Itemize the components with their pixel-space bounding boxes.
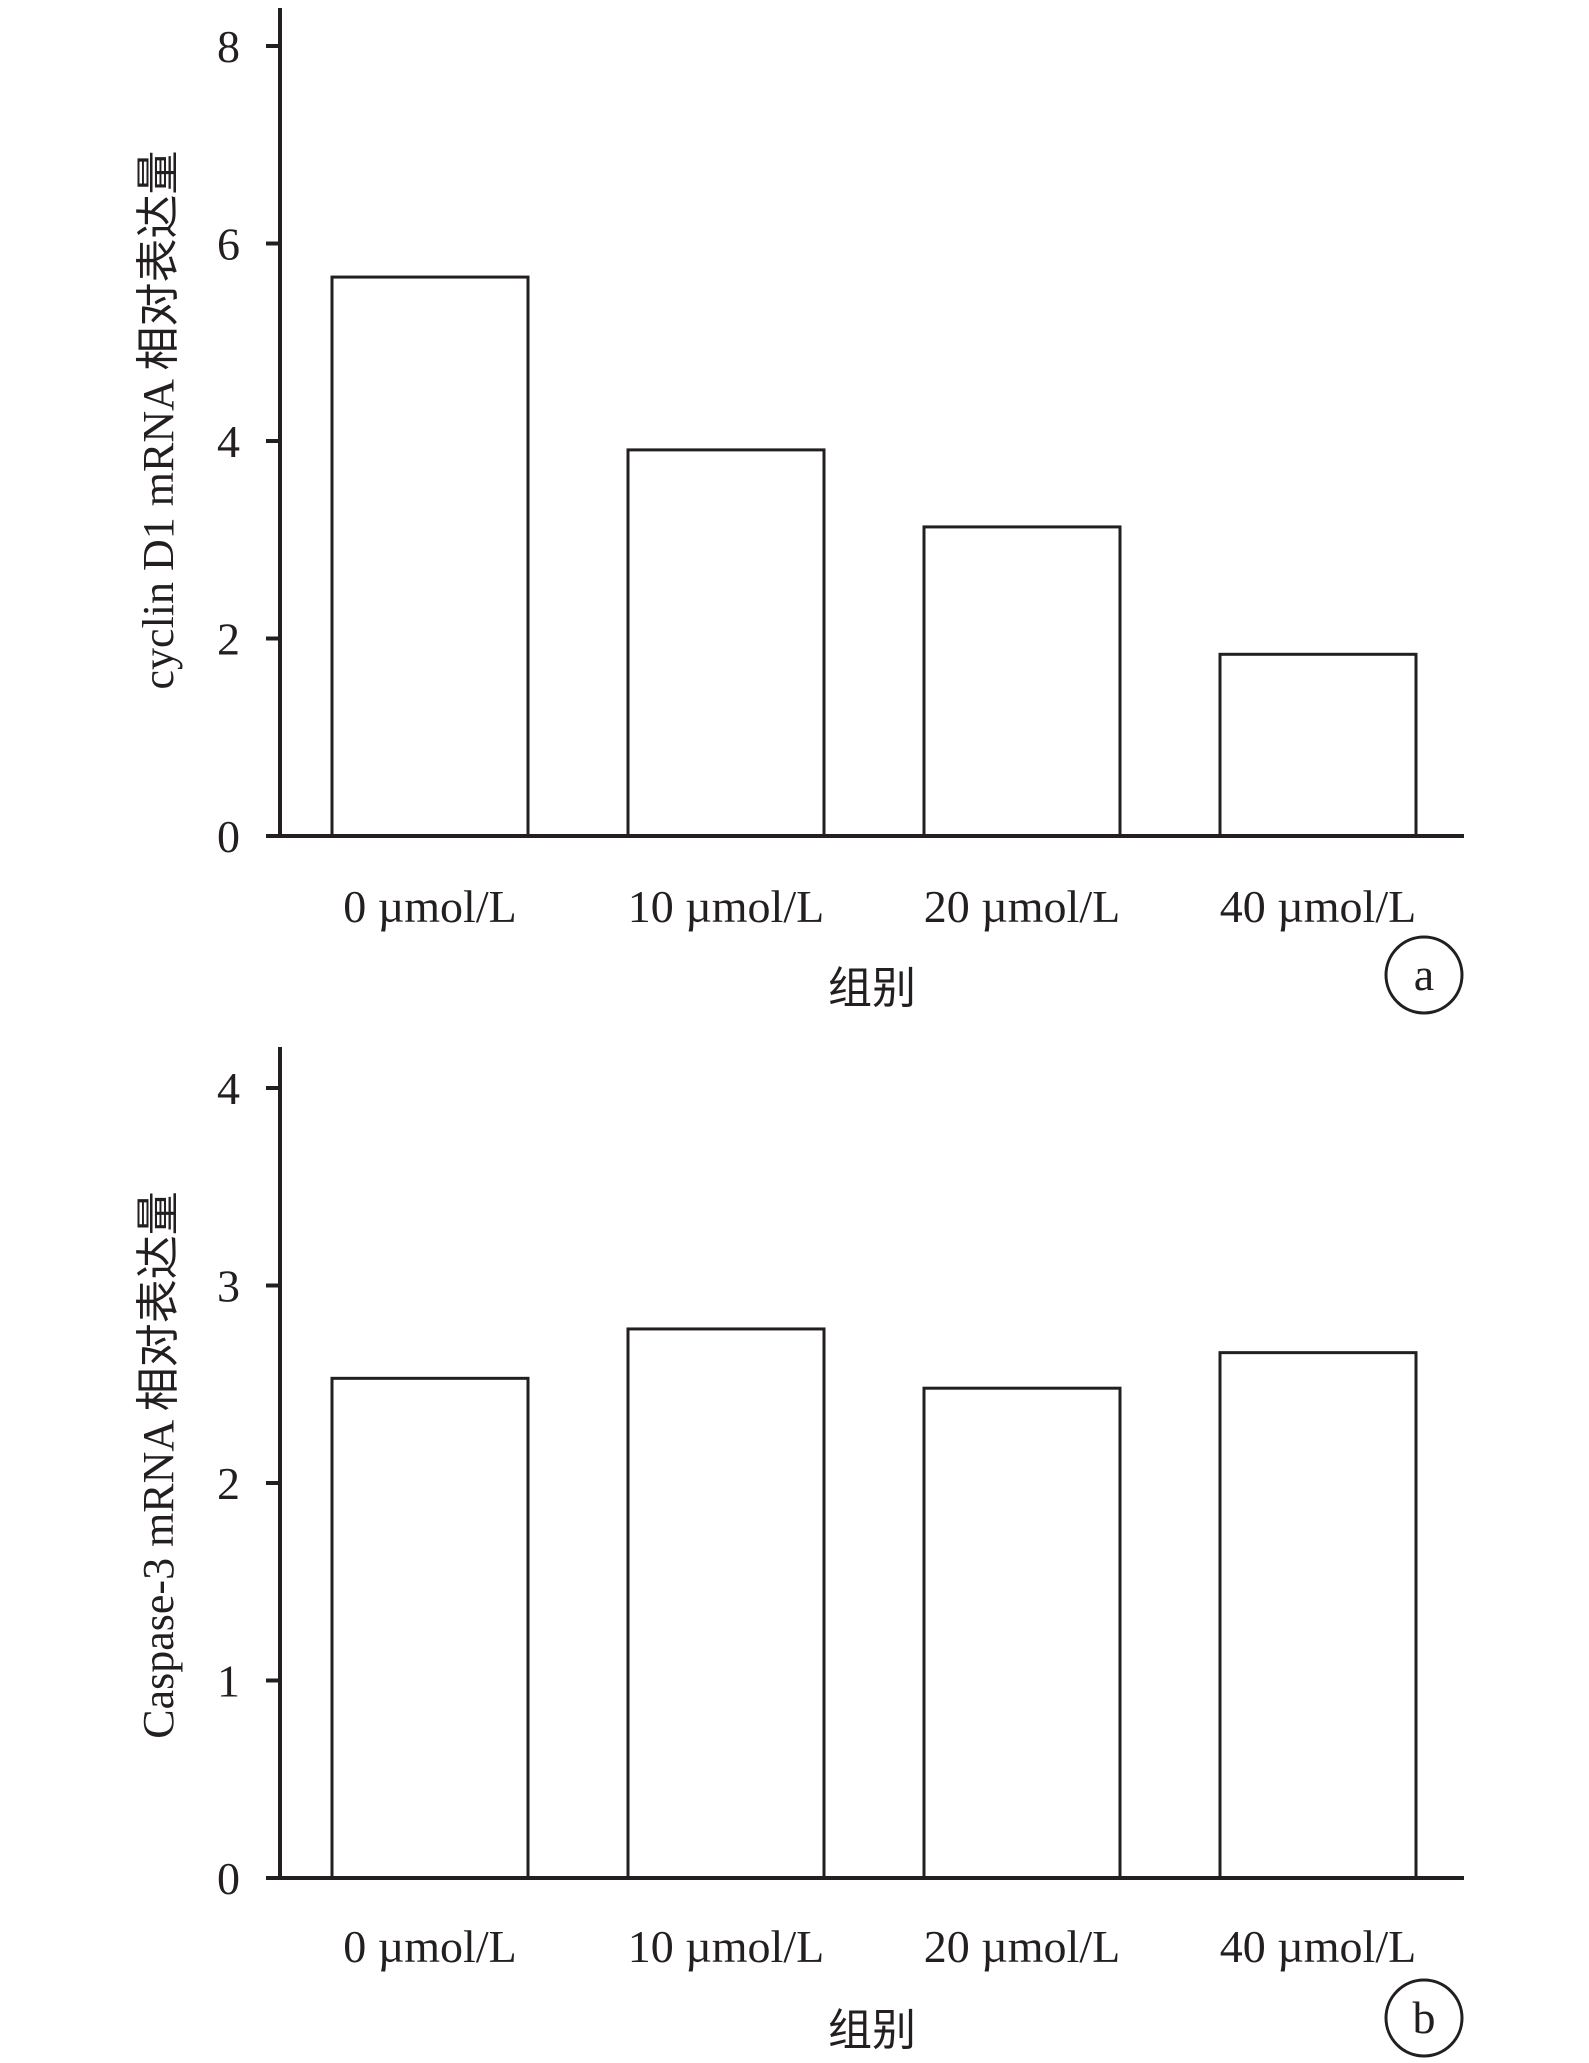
bar-b-3 — [1218, 1351, 1418, 1880]
y-tick-label-a-1: 2 — [217, 614, 240, 665]
x-tick-labels-b: 0 µmol/L 10 µmol/L 20 µmol/L 40 µmol/L — [343, 1921, 1416, 1972]
y-tick-label-a-0: 0 — [217, 811, 240, 862]
y-tick-label-a-4: 8 — [217, 21, 240, 72]
y-tick-label-a-2: 4 — [217, 416, 240, 467]
bar-a-0 — [330, 275, 530, 838]
panel-tag-b: b — [1413, 1992, 1436, 2043]
bars-b — [330, 1327, 1418, 1880]
bar-a-3 — [1218, 652, 1418, 838]
x-tick-label-a-2: 20 µmol/L — [924, 881, 1120, 932]
panel-tag-circle-a — [1384, 935, 1464, 1015]
bar-b-2 — [922, 1386, 1122, 1880]
x-tick-label-b-0: 0 µmol/L — [343, 1921, 516, 1972]
y-tick-label-b-2: 2 — [217, 1458, 240, 1509]
y-ticks-a — [266, 44, 280, 838]
x-tick-label-b-1: 10 µmol/L — [628, 1921, 824, 1972]
y-tick-label-b-0: 0 — [217, 1853, 240, 1904]
y-tick-label-a-3: 6 — [217, 219, 240, 270]
x-tick-label-a-3: 40 µmol/L — [1220, 881, 1416, 932]
y-tick-label-b-1: 1 — [217, 1656, 240, 1707]
x-tick-label-b-3: 40 µmol/L — [1220, 1921, 1416, 1972]
y-tick-label-b-4: 4 — [217, 1063, 240, 1114]
x-tick-label-a-1: 10 µmol/L — [628, 881, 824, 932]
panel-tag-a: a — [1414, 949, 1434, 1000]
x-tick-labels-a: 0 µmol/L 10 µmol/L 20 µmol/L 40 µmol/L — [343, 881, 1416, 932]
x-tick-label-a-0: 0 µmol/L — [343, 881, 516, 932]
panel-a: 0 2 4 6 8 0 µmol/L 10 µmol/L 20 µmol/L 40 µmol/… — [134, 8, 1464, 1015]
x-axis-title-a: 组别 — [828, 964, 916, 1013]
y-tick-labels-b: 0 1 2 3 4 — [217, 1063, 240, 1904]
bar-b-0 — [330, 1376, 530, 1880]
x-axis-title-b: 组别 — [828, 2006, 916, 2055]
y-axis-title-b: Caspase-3 mRNA 相对表达量 — [134, 1191, 183, 1739]
bars-a — [330, 275, 1418, 838]
bar-a-2 — [922, 525, 1122, 838]
y-tick-labels-a: 0 2 4 6 8 — [217, 21, 240, 862]
x-tick-label-b-2: 20 µmol/L — [924, 1921, 1120, 1972]
y-ticks-b — [266, 1086, 280, 1880]
bar-b-1 — [626, 1327, 826, 1880]
panel-tag-circle-b — [1384, 1978, 1464, 2058]
y-axis-title-a: cyclin D1 mRNA 相对表达量 — [134, 151, 183, 690]
bar-a-1 — [626, 448, 826, 838]
y-tick-label-b-3: 3 — [217, 1261, 240, 1312]
panel-b: 0 1 2 3 4 0 µmol/L 10 µmol/L 20 µmol/L 40 µmol/… — [134, 1047, 1464, 2058]
